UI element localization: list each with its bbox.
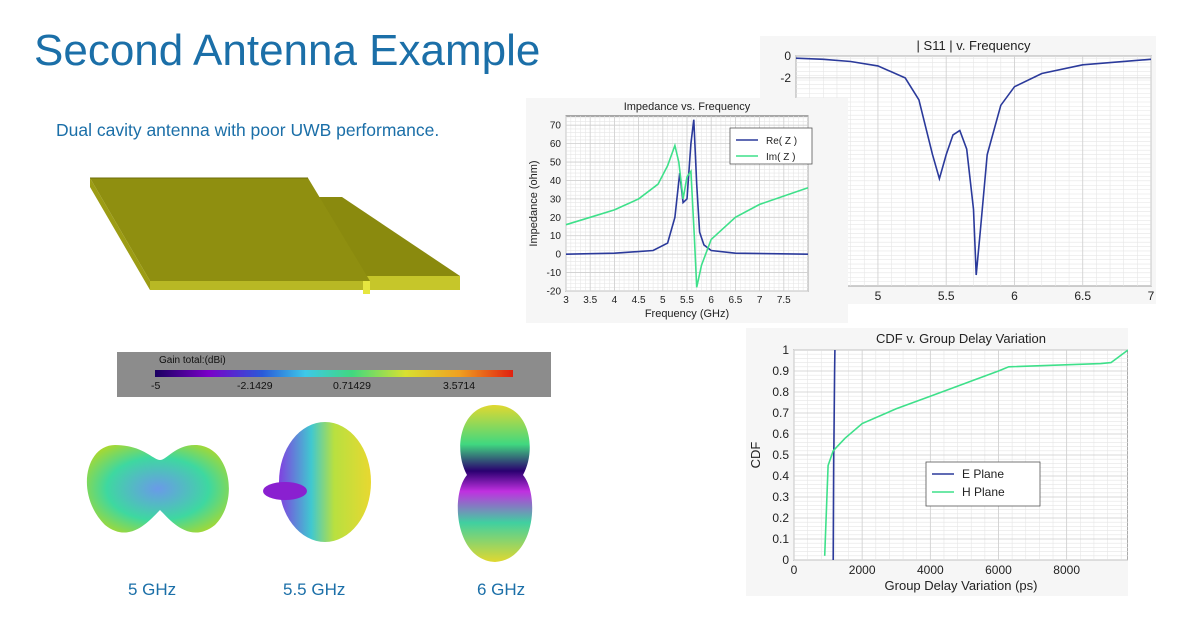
x-tick-label: 5.5 [680,295,694,306]
x-tick-label: 5.5 [938,289,955,303]
x-axis-label: Group Delay Variation (ps) [885,578,1038,593]
pattern-label-6ghz: 6 GHz [477,580,526,599]
y-tick-label: 10 [550,231,562,242]
impedance-chart: 3 3.5 4 4.5 5 5.5 6 6.5 7 7.5 70 60 50 40 30 20 10 0 -10 -2… [526,98,848,323]
pattern-label-5-5ghz: 5.5 GHz [283,580,346,599]
radiation-patterns [86,405,533,562]
x-tick-label: 6.5 [1074,289,1091,303]
legend-entry: E Plane [962,467,1004,481]
y-tick-label: 30 [550,194,562,205]
upper-plate-side [90,178,150,290]
y-tick-label: 0.5 [772,448,789,462]
series-line-e-plane [832,349,836,561]
x-tick-label: 6 [708,295,714,306]
legend-box [925,461,1041,507]
colorbar-tick: -2.1429 [237,380,273,392]
colorbar-tick: 0.71429 [333,380,371,392]
y-tick-label: 60 [550,139,562,150]
legend-entry: H Plane [962,485,1005,499]
x-tick-label: 6000 [985,563,1012,577]
y-tick-label: 0 [784,49,791,63]
legend-entry: Re( Z ) [766,136,797,147]
x-tick-label: 0 [791,563,798,577]
x-tick-label: 6 [1011,289,1018,303]
x-tick-label: 7 [757,295,763,306]
y-tick-label: 0 [555,250,561,261]
x-tick-label: 4.5 [632,295,646,306]
x-tick-label: 7.5 [777,295,791,306]
y-tick-label: 1 [782,343,789,357]
y-tick-label: 0 [782,553,789,567]
colorbar-gradient [155,370,513,377]
y-tick-label: 70 [550,121,562,132]
x-tick-label: 4 [612,295,618,306]
series-line-main [795,57,1152,276]
chart-title: Impedance vs. Frequency [624,101,751,113]
x-tick-label: 5 [875,289,882,303]
pattern-5ghz [86,445,229,533]
colorbar-panel: Gain total:(dBi) -5 -2.1429 0.71429 3.57… [117,352,551,397]
y-tick-label: 0.7 [772,406,789,420]
pattern-6ghz [457,405,533,562]
x-tick-label: 5 [660,295,666,306]
cdf-chart: 0 2000 4000 6000 8000 0 0.1 0.2 0.3 0.4 0.5 0.6 0.7 0… [746,328,1128,596]
pattern-label-5ghz: 5 GHz [128,580,177,599]
series-line-im-z [565,142,809,288]
chart-title: | S11 | v. Frequency [917,38,1031,53]
x-axis-label: Frequency (GHz) [645,308,729,320]
y-tick-label: 0.1 [772,532,789,546]
x-tick-label: 4000 [917,563,944,577]
y-axis-label: Impedance (ohm) [528,160,540,246]
colorbar-tick: 3.5714 [443,380,475,392]
x-tick-label: 2000 [849,563,876,577]
x-tick-label: 8000 [1053,563,1080,577]
y-tick-label: -2 [780,71,791,85]
x-tick-label: 3 [563,295,569,306]
y-tick-label: 0.9 [772,364,789,378]
slide-title: Second Antenna Example [34,26,541,75]
chart-title: CDF v. Group Delay Variation [876,331,1046,346]
legend-box [729,127,813,165]
y-tick-label: 40 [550,176,562,187]
y-tick-label: 0.3 [772,490,789,504]
upper-plate-edge [150,281,370,290]
legend-entry: Im( Z ) [766,152,795,163]
antenna-model-image [90,177,460,294]
colorbar-svg: Gain total:(dBi) -5 -2.1429 0.71429 3.57… [151,355,513,392]
feed-post [363,281,370,294]
y-tick-label: 0.8 [772,385,789,399]
colorbar-tick: -5 [151,380,160,392]
y-tick-label: 0.2 [772,511,789,525]
x-tick-label: 6.5 [728,295,742,306]
series-line-h-plane [823,349,1128,556]
colorbar-title: Gain total:(dBi) [159,355,226,366]
y-tick-label: 0.4 [772,469,789,483]
x-tick-label: 7 [1148,289,1155,303]
y-axis-label: CDF [748,442,763,469]
y-tick-label: -10 [547,268,562,279]
pattern-5-5ghz-lobe [263,482,307,500]
y-tick-label: 0.6 [772,427,789,441]
upper-plate-top [90,178,370,281]
y-tick-label: 20 [550,213,562,224]
slide-subtitle: Dual cavity antenna with poor UWB perfor… [56,120,440,140]
pattern-5-5ghz [279,422,371,542]
x-tick-label: 3.5 [583,295,597,306]
y-tick-label: 50 [550,158,562,169]
y-tick-label: -20 [547,287,562,298]
